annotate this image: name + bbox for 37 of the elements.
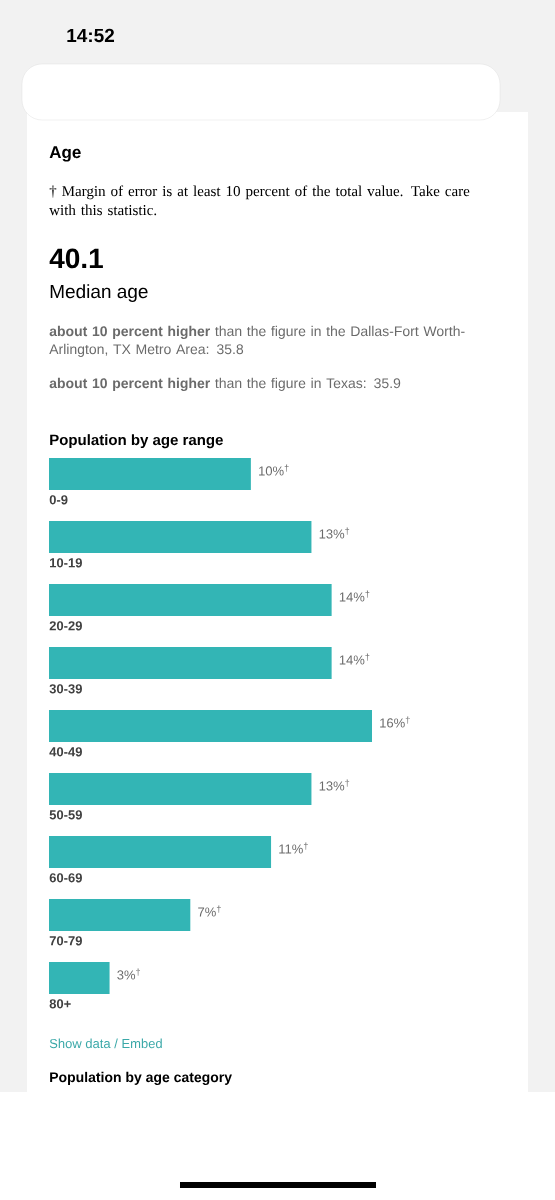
text: † Margin of error is at least 10 percent of the total value. Take care with this statistic. [49,185,470,216]
y-tick-label: 70-79 [49,936,82,946]
data-label: 14%$^{†}$ [339,653,370,665]
y-tick-label: 80+ [49,999,71,1009]
bar [49,962,110,994]
chart-title: Population by age range [50,434,223,449]
y-tick-label: 30-39 [49,684,82,694]
text: Median age [50,284,148,302]
text: Show data / Embed [49,1038,162,1049]
data-label: 14%$^{†}$ [339,590,370,602]
data-label: 13%$^{†}$ [319,527,350,539]
bar [49,584,332,617]
bar [49,899,191,931]
y-tick-label: 10-19 [50,558,82,568]
bar [49,773,312,805]
bar [49,836,272,869]
data-label: 16%$^{†}$ [380,716,410,728]
y-tick-label: 20-29 [49,621,82,631]
data-label: 10%$^{†}$ [259,464,289,476]
text: about 10 percent higher than the figure in Texas: 35.9 [49,377,401,391]
data-label: 13%$^{†}$ [319,779,350,791]
y-tick-label: 0-9 [49,495,68,505]
text: about 10 percent higher than the figure in the Dallas-Fort Worth-Arlington, TX Metro Area: 35.8 [49,325,465,357]
text: Age [49,146,81,162]
y-tick-label: 40-49 [49,747,82,757]
data-label: 11%$^{†}$ [279,842,308,854]
text: Population by age category [50,1071,232,1085]
bar [49,710,372,742]
text: 14:52 [67,28,115,43]
bar [49,521,312,554]
y-tick-label: 50-59 [49,810,82,820]
data-label: 7%$^{†}$ [198,905,221,917]
bar [49,647,332,680]
bar [49,458,251,491]
y-tick-label: 60-69 [49,873,82,883]
text: 40.1 [49,248,103,269]
data-label: 3%$^{†}$ [117,968,141,980]
